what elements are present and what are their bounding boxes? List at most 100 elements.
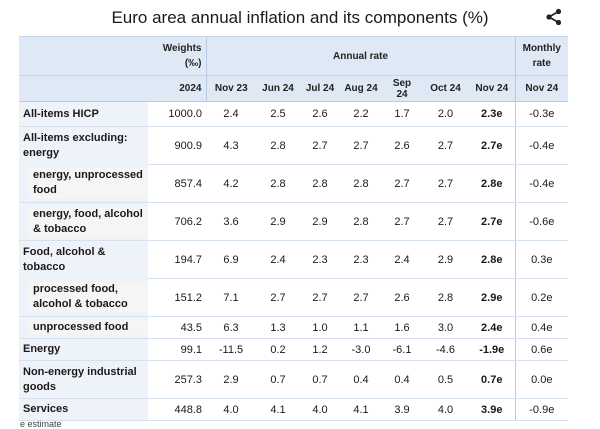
row-value: 3.9	[382, 398, 422, 421]
row-value: 2.6	[382, 278, 422, 317]
table-row: unprocessed food 43.5 6.3 1.3 1.0 1.1 1.…	[19, 316, 569, 339]
row-value: 2.7	[300, 278, 340, 317]
row-value-estimate: 2.8e	[469, 164, 516, 203]
row-label: energy, food, alcohol & tobacco	[29, 206, 148, 237]
row-value: 2.3	[300, 240, 340, 279]
row-value: 0.7	[300, 360, 340, 399]
row-value: 2.3	[340, 240, 382, 279]
row-value: 6.3	[206, 316, 256, 339]
row-value: 1.3	[256, 316, 300, 339]
row-value: 3.6	[206, 202, 256, 241]
table-row: Services 448.8 4.0 4.1 4.0 4.1 3.9 4.0 3…	[19, 398, 569, 421]
row-monthly: -0.4e	[514, 164, 569, 203]
row-monthly: 0.4e	[514, 316, 569, 339]
header-month: Jun 24	[256, 75, 300, 102]
row-value: 7.1	[206, 278, 256, 317]
header-month: Nov 23	[205, 75, 256, 102]
row-value: 2.6	[382, 126, 422, 165]
row-value: 0.4	[340, 360, 382, 399]
row-weight: 706.2	[148, 202, 206, 241]
row-value: 4.1	[340, 398, 382, 421]
row-value: 0.2	[256, 338, 300, 361]
row-monthly: 0.6e	[514, 338, 569, 361]
row-monthly: -0.3e	[514, 101, 569, 127]
row-label: unprocessed food	[29, 320, 148, 335]
header-annual-rate: Annual rate	[205, 36, 516, 76]
row-value: 2.6	[300, 101, 340, 127]
row-label: All-items excluding: energy	[19, 126, 148, 165]
row-label: energy, unprocessed food	[29, 168, 148, 199]
row-value: 6.9	[206, 240, 256, 279]
table-row: energy, food, alcohol & tobacco 706.2 3.…	[19, 202, 569, 241]
header-monthly-rate: Monthly rate	[514, 36, 569, 76]
row-value: 2.7	[422, 202, 469, 241]
row-weight: 1000.0	[148, 101, 206, 127]
row-value: 2.4	[382, 240, 422, 279]
row-value: -6.1	[382, 338, 422, 361]
row-value: 2.5	[256, 101, 300, 127]
header-row-bottom: 2024 Nov 23 Jun 24 Jul 24 Aug 24 Sep 24 …	[19, 75, 569, 102]
row-value: 2.8	[256, 164, 300, 203]
row-weight: 857.4	[148, 164, 206, 203]
row-monthly: -0.9e	[514, 398, 569, 421]
row-value-estimate: 0.7e	[469, 360, 516, 399]
share-icon[interactable]	[545, 8, 563, 26]
table-row: Non-energy industrial goods 257.3 2.9 0.…	[19, 360, 569, 399]
row-value-estimate: 3.9e	[469, 398, 516, 421]
row-value: 2.4	[206, 101, 256, 127]
row-value: 2.0	[422, 101, 469, 127]
row-weight: 194.7	[148, 240, 206, 279]
row-value: -3.0	[340, 338, 382, 361]
row-value: 2.7	[340, 126, 382, 165]
table-row: All-items HICP 1000.0 2.4 2.5 2.6 2.2 1.…	[19, 101, 569, 127]
row-value: 4.0	[422, 398, 469, 421]
row-value: 2.8	[422, 278, 469, 317]
row-monthly: 0.0e	[514, 360, 569, 399]
row-label-cell: energy, food, alcohol & tobacco	[19, 202, 148, 241]
row-value: 2.9	[206, 360, 256, 399]
row-label: Energy	[19, 338, 148, 361]
table-title: Euro area annual inflation and its compo…	[111, 8, 489, 27]
row-value: 0.7	[256, 360, 300, 399]
row-value: 1.1	[340, 316, 382, 339]
inflation-table: Weights (‰) Annual rate Monthly rate 202…	[19, 36, 569, 421]
row-value: 4.1	[256, 398, 300, 421]
header-month: Jul 24	[300, 75, 340, 102]
row-monthly: -0.6e	[514, 202, 569, 241]
header-year: 2024	[148, 75, 206, 102]
row-value: 4.0	[300, 398, 340, 421]
row-label: All-items HICP	[19, 101, 148, 127]
row-value-estimate: 2.8e	[469, 240, 516, 279]
table-row: energy, unprocessed food 857.4 4.2 2.8 2…	[19, 164, 569, 203]
row-value: 2.9	[256, 202, 300, 241]
row-value: 2.7	[256, 278, 300, 317]
header-monthly-month: Nov 24	[514, 75, 569, 102]
row-value: 2.8	[340, 164, 382, 203]
table-row: Food, alcohol & tobacco 194.7 6.9 2.4 2.…	[19, 240, 569, 279]
table-row: processed food, alcohol & tobacco 151.2 …	[19, 278, 569, 317]
header-row-top: Weights (‰) Annual rate Monthly rate	[19, 36, 569, 76]
row-value: 2.7	[422, 126, 469, 165]
header-month: Aug 24	[340, 75, 382, 102]
row-value: 2.8	[256, 126, 300, 165]
row-value: 1.0	[300, 316, 340, 339]
row-value: 1.7	[382, 101, 422, 127]
footnote: e estimate	[20, 419, 62, 429]
row-value-estimate: 2.3e	[469, 101, 516, 127]
row-monthly: -0.4e	[514, 126, 569, 165]
row-value: 2.9	[300, 202, 340, 241]
row-value: 1.6	[382, 316, 422, 339]
row-value: 2.7	[382, 202, 422, 241]
row-value: 0.5	[422, 360, 469, 399]
row-value: 2.7	[340, 278, 382, 317]
header-month: Sep 24	[382, 75, 422, 102]
row-weight: 257.3	[148, 360, 206, 399]
row-label-cell: energy, unprocessed food	[19, 164, 148, 203]
row-value: 2.9	[422, 240, 469, 279]
row-value: 2.7	[422, 164, 469, 203]
row-weight: 151.2	[148, 278, 206, 317]
row-value: 3.0	[422, 316, 469, 339]
header-weights: Weights (‰)	[148, 36, 206, 76]
row-value: -11.5	[206, 338, 256, 361]
row-value: 4.2	[206, 164, 256, 203]
